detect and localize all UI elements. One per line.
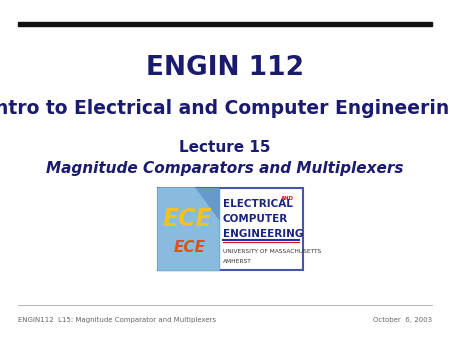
Text: ENGIN 112: ENGIN 112 [146, 55, 304, 81]
Bar [18, 22, 432, 26]
Text: ECE: ECE [162, 207, 212, 231]
Text: Magnitude Comparators and Multiplexers: Magnitude Comparators and Multiplexers [46, 161, 404, 175]
Text: ECE: ECE [174, 240, 206, 255]
Text: COMPUTER: COMPUTER [223, 214, 288, 224]
Text: ENGINEERING: ENGINEERING [223, 229, 303, 239]
Text: ELECTRICAL: ELECTRICAL [223, 199, 293, 210]
Text: ENGIN112  L15: Magnitude Comparator and Multiplexers: ENGIN112 L15: Magnitude Comparator and M… [18, 317, 216, 323]
Bar [158, 188, 219, 270]
Text: October  6, 2003: October 6, 2003 [373, 317, 432, 323]
Text: Lecture 15: Lecture 15 [179, 140, 271, 154]
Text: UNIVERSITY OF MASSACHUSETTS: UNIVERSITY OF MASSACHUSETTS [223, 249, 321, 254]
Bar [158, 188, 303, 270]
Text: AMHERST: AMHERST [223, 259, 252, 264]
Polygon shape [158, 188, 219, 270]
Text: AND: AND [280, 196, 293, 201]
Text: Intro to Electrical and Computer Engineering: Intro to Electrical and Computer Enginee… [0, 98, 450, 118]
